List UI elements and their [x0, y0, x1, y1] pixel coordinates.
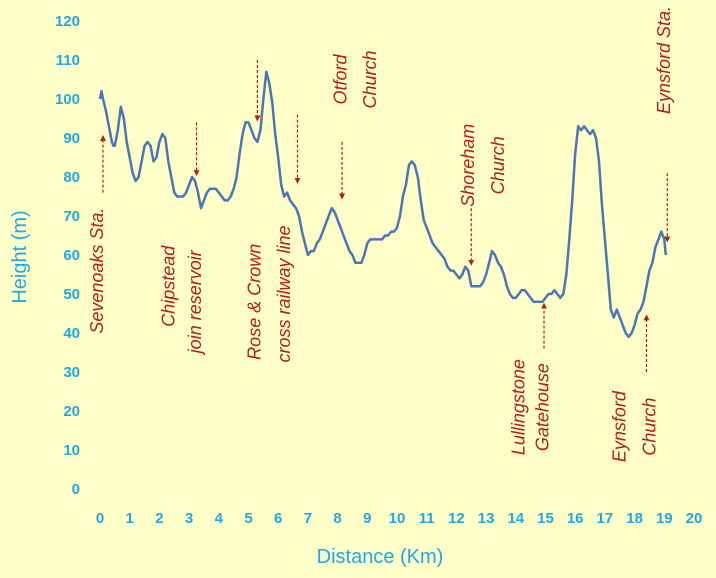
y-tick-label: 0 [72, 481, 80, 498]
y-tick-label: 40 [63, 325, 80, 342]
x-tick-label: 15 [537, 510, 554, 527]
annotation-labels: Sevenoaks Sta. Chipstead join reservoir Ros… [87, 6, 674, 462]
x-tick-label: 17 [597, 510, 614, 527]
y-tick-label: 30 [63, 364, 80, 381]
x-tick-label: 5 [244, 510, 252, 527]
x-axis-ticks: 0 1 2 3 4 5 6 7 8 9 10 11 12 13 14 15 16 17 18 19 20 [96, 510, 703, 527]
y-tick-label: 70 [63, 208, 80, 225]
y-tick-label: 60 [63, 247, 80, 264]
annotation-label: join reservoir [185, 249, 205, 356]
x-tick-label: 18 [626, 510, 643, 527]
x-tick-label: 14 [507, 510, 524, 527]
y-tick-label: 90 [63, 130, 80, 147]
annotation-label: Chipstead [158, 245, 178, 327]
x-tick-label: 19 [656, 510, 673, 527]
x-tick-label: 7 [304, 510, 312, 527]
x-tick-label: 3 [185, 510, 193, 527]
annotation-label: cross railway line [274, 225, 294, 362]
y-tick-label: 100 [55, 91, 80, 108]
x-tick-label: 6 [274, 510, 282, 527]
x-tick-label: 2 [155, 510, 163, 527]
annotation-label: Gatehouse [533, 363, 553, 451]
annotation-label: Lullingstone [509, 359, 529, 455]
annotation-label: Rose & Crown [244, 244, 264, 360]
y-tick-label: 50 [63, 286, 80, 303]
y-axis-title: Height (m) [9, 210, 31, 303]
annotation-label: Church [488, 136, 508, 194]
y-tick-label: 20 [63, 403, 80, 420]
y-tick-label: 120 [55, 13, 80, 30]
x-tick-label: 20 [686, 510, 703, 527]
annotation-label: Otford [331, 54, 351, 105]
x-tick-label: 10 [389, 510, 406, 527]
y-tick-label: 80 [63, 169, 80, 186]
x-tick-label: 1 [126, 510, 134, 527]
annotation-label: Eynsford Sta. [654, 6, 674, 114]
x-tick-label: 8 [333, 510, 341, 527]
series-line-height-profile [98, 70, 668, 339]
x-tick-label: 13 [478, 510, 495, 527]
annotation-label: Church [639, 398, 659, 456]
annotation-label: Shoreham [458, 124, 478, 207]
x-tick-label: 16 [567, 510, 584, 527]
x-tick-label: 4 [215, 510, 224, 527]
y-axis-ticks: 0 10 20 30 40 50 60 70 80 90 100 110 120 [55, 13, 80, 498]
annotation-label: Eynsford [610, 390, 630, 462]
y-tick-label: 110 [56, 52, 80, 69]
annotation-label: Church [360, 50, 380, 108]
x-tick-label: 0 [96, 510, 104, 527]
x-axis-title: Distance (Km) [317, 546, 444, 568]
annotation-arrows [99, 60, 671, 372]
x-tick-label: 12 [448, 510, 465, 527]
annotation-label: Sevenoaks Sta. [87, 208, 107, 334]
y-tick-label: 10 [63, 442, 80, 459]
x-tick-label: 9 [363, 510, 371, 527]
x-tick-label: 11 [419, 510, 435, 527]
